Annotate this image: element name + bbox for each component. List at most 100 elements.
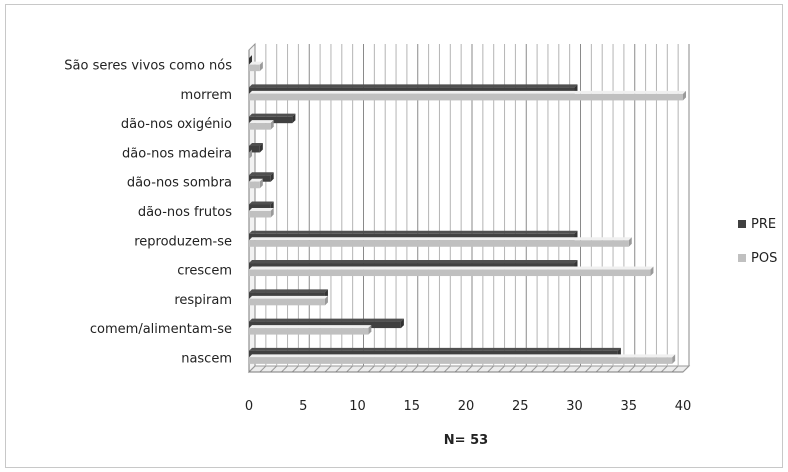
bar-top-face (249, 208, 274, 211)
bar-top-face (249, 266, 654, 270)
bar-front-face (249, 269, 651, 277)
floor-gridline (682, 365, 690, 373)
bar-end-face (270, 208, 274, 218)
category-label: dão-nos oxigénio (121, 117, 232, 132)
bar-pos-5 (249, 208, 274, 218)
floor-gridline (324, 365, 332, 373)
x-tick-label: 40 (675, 399, 692, 414)
floor-gridline (454, 365, 462, 373)
bar-front-face (249, 123, 271, 130)
bar-pre-0 (249, 347, 621, 358)
floor-gridline (563, 365, 571, 373)
bar-top-face (249, 237, 632, 241)
floor-gridline (584, 365, 592, 373)
bar-end-face (259, 178, 263, 189)
bar-top-face (249, 84, 578, 88)
bar-end-face (249, 55, 252, 65)
bar-front-face (249, 93, 683, 101)
floor-gridline (422, 365, 429, 373)
bar-top-face (249, 318, 404, 322)
floor-gridline (357, 365, 364, 373)
bar-pre-8 (249, 113, 296, 124)
x-tick-label: 25 (512, 399, 529, 414)
floor-gridline (346, 365, 354, 373)
bar-top-face (249, 178, 263, 182)
bar-pos-1 (249, 325, 372, 335)
bar-pos-7 (249, 149, 252, 159)
bar-pos-8 (249, 120, 274, 130)
x-tick-label: 5 (299, 399, 307, 414)
bar-front-face (249, 263, 575, 270)
bar-top-face (249, 201, 274, 205)
category-label: morrem (181, 88, 232, 103)
category-label: crescem (177, 264, 232, 279)
bar-top-face (249, 295, 328, 299)
floor-gridline (411, 365, 419, 373)
floor-gridline (617, 365, 625, 373)
bar-front-face (249, 87, 575, 94)
bar-end-face (259, 61, 263, 72)
bar-front-face (249, 116, 293, 124)
bar-front-face (249, 233, 575, 241)
floor-gridline (552, 365, 560, 373)
legend-swatch (738, 220, 746, 228)
category-label: dão-nos frutos (138, 205, 232, 220)
bar-top-face (249, 347, 621, 351)
bar-pos-4 (249, 237, 632, 247)
bar-end-face (650, 266, 654, 277)
legend-label: POS (751, 251, 777, 266)
category-label: reproduzem-se (134, 234, 232, 249)
bar-front-face (249, 64, 260, 72)
legend-swatch (738, 254, 746, 262)
bar-pre-10 (249, 55, 252, 65)
bar-front-face (249, 321, 401, 329)
floor-gridline (313, 365, 321, 373)
bar-pos-2 (249, 295, 328, 306)
x-tick-label: 30 (566, 399, 583, 414)
floor-gridline (650, 365, 657, 373)
floor-gridline (628, 365, 636, 373)
floor-gridline (509, 365, 516, 373)
bar-pre-6 (249, 172, 274, 182)
x-tick-labels: 0 5 10 15 20 25 30 35 40 (245, 399, 691, 414)
bar-top-face (249, 172, 274, 176)
floor-gridline (465, 365, 473, 373)
bar-pre-7 (249, 142, 263, 153)
floor-gridline (606, 365, 614, 373)
floor-gridline (259, 365, 267, 373)
floor-gridline (498, 365, 505, 373)
floor-gridline (671, 365, 679, 373)
bar-top-face (249, 260, 578, 264)
category-label: dão-nos sombra (127, 176, 232, 191)
category-labels: nascem comem/alimentam-se respiram crescem r… (64, 59, 232, 367)
category-label: dão-nos madeira (122, 146, 232, 161)
x-tick-label: 20 (458, 399, 475, 414)
bar-pos-9 (249, 90, 686, 101)
legend-item-pre: PRE (738, 217, 776, 232)
floor-gridline (292, 365, 299, 373)
bar-top-face (249, 142, 263, 146)
legend-label: PRE (751, 217, 776, 232)
x-tick-label: 15 (403, 399, 420, 414)
bar-top-face (249, 61, 263, 65)
floor-gridline (281, 365, 288, 373)
floor-gridline (541, 365, 549, 373)
bar-top-face (249, 113, 296, 117)
bar-front-face (249, 240, 629, 247)
x-tick-label: 10 (349, 399, 366, 414)
floor-gridline (660, 365, 668, 373)
bar-top-face (249, 230, 578, 234)
bar-front-face (249, 357, 673, 364)
bar-end-face (249, 149, 252, 159)
bar-front-face (249, 298, 325, 306)
floor-gridline (378, 365, 386, 373)
bar-end-face (270, 120, 274, 130)
bars (249, 55, 686, 364)
x-axis-title: N= 53 (444, 433, 488, 448)
bar-end-face (259, 142, 263, 153)
bar-pre-1 (249, 318, 404, 329)
bar-top-face (249, 354, 676, 358)
floor-gridline (367, 365, 375, 373)
bar-end-face (292, 113, 296, 124)
